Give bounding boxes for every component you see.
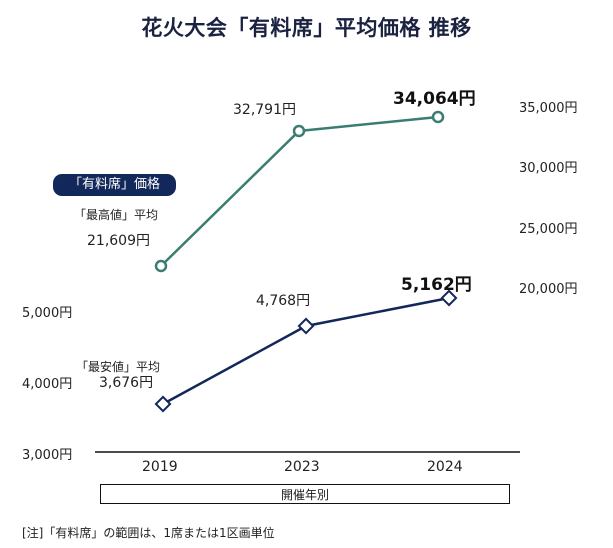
- x-tick: 2023: [284, 459, 320, 475]
- low-marker-2024: [440, 289, 458, 307]
- left-tick: 3,000円: [22, 448, 73, 463]
- high-label-2024: 34,064円: [393, 89, 476, 109]
- legend-low-label: 「最安値」平均: [76, 360, 161, 374]
- high-series-line: [160, 115, 439, 267]
- low-label-2023: 4,768円: [256, 293, 311, 309]
- footnote: [注]「有料席」の範囲は、1席または1区画単位: [22, 526, 275, 540]
- low-series-line: [162, 296, 450, 406]
- x-axis-title: 開催年別: [100, 484, 510, 504]
- low-marker-2019: [154, 395, 172, 413]
- right-tick: 35,000円: [519, 101, 578, 116]
- chart-title: 花火大会「有料席」平均価格 推移: [141, 16, 472, 40]
- x-tick: 2019: [142, 459, 178, 475]
- x-tick: 2024: [427, 459, 463, 475]
- high-marker-2024: [431, 110, 445, 124]
- low-marker-2023: [297, 317, 315, 335]
- right-tick: 30,000円: [519, 161, 578, 176]
- left-tick: 4,000円: [22, 377, 73, 392]
- high-marker-2019: [154, 259, 168, 273]
- right-tick: 20,000円: [519, 282, 578, 297]
- legend-high-label: 「最高値」平均: [74, 208, 159, 222]
- left-tick: 5,000円: [22, 306, 73, 321]
- low-label-2024: 5,162円: [401, 275, 472, 295]
- high-label-2023: 32,791円: [233, 102, 296, 118]
- high-label-2019: 21,609円: [87, 233, 150, 249]
- legend-badge: 「有料席」価格: [53, 174, 176, 196]
- right-tick: 25,000円: [519, 222, 578, 237]
- high-marker-2023: [292, 124, 306, 138]
- low-label-2019: 3,676円: [99, 375, 154, 391]
